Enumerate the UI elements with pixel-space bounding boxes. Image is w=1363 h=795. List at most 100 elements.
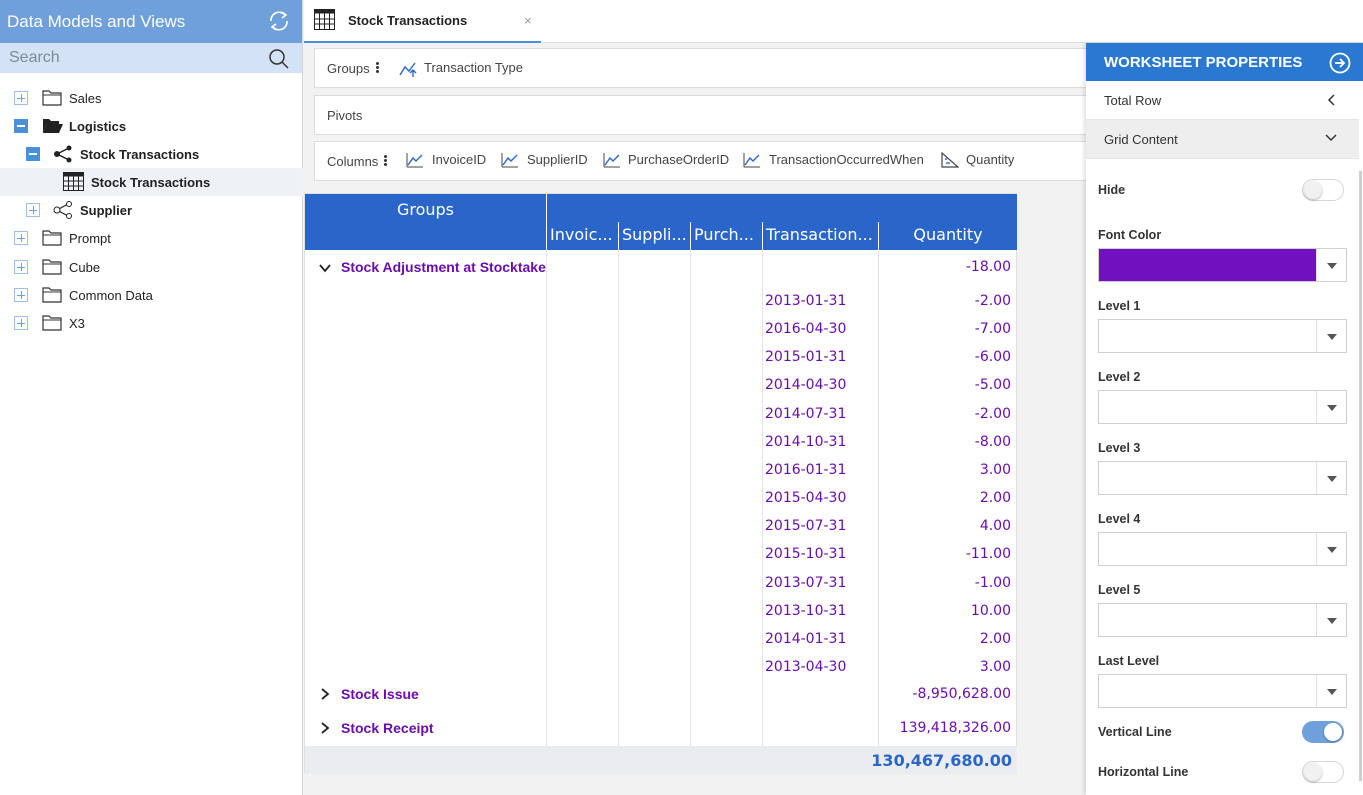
close-icon[interactable]: × bbox=[524, 13, 532, 28]
level-2-label: Level 2 bbox=[1098, 370, 1141, 384]
dropdown-arrow-icon[interactable] bbox=[1316, 604, 1346, 636]
folder-open-icon bbox=[43, 119, 63, 133]
folder-icon bbox=[42, 230, 62, 246]
expand-icon[interactable] bbox=[14, 260, 28, 274]
cell-transaction-date: 2014-04-30 bbox=[765, 377, 847, 393]
more-vertical-icon[interactable] bbox=[384, 155, 388, 167]
cell-quantity: 10.00 bbox=[970, 603, 1011, 619]
column-header-quantity[interactable]: Quantity bbox=[878, 222, 1017, 250]
expand-icon[interactable] bbox=[14, 91, 28, 105]
tree-item-label: Stock Transactions bbox=[80, 146, 200, 162]
level-5-select[interactable] bbox=[1098, 603, 1347, 637]
collapse-icon[interactable] bbox=[14, 119, 28, 133]
section-grid-content[interactable]: Grid Content bbox=[1086, 120, 1359, 159]
tree-item-label: Common Data bbox=[69, 287, 153, 303]
group-row-label[interactable]: Stock Adjustment at Stocktake bbox=[341, 259, 546, 275]
grid-divider bbox=[546, 250, 547, 774]
cell-transaction-date: 2015-01-31 bbox=[765, 349, 847, 365]
font-color-picker[interactable] bbox=[1098, 248, 1347, 282]
search-icon[interactable] bbox=[268, 48, 290, 70]
search-input[interactable]: Search bbox=[0, 43, 302, 73]
color-swatch bbox=[1099, 249, 1317, 281]
cell-quantity: 2.00 bbox=[979, 631, 1011, 647]
column-field-quantity[interactable]: Quantity bbox=[966, 152, 1015, 167]
chevron-down-icon[interactable] bbox=[319, 262, 331, 274]
expand-icon[interactable] bbox=[14, 316, 28, 330]
folder-icon bbox=[42, 315, 62, 331]
tree-item-logistics[interactable]: Logistics bbox=[0, 112, 303, 140]
tree-item-label: Cube bbox=[69, 259, 101, 275]
level-1-label: Level 1 bbox=[1098, 299, 1141, 313]
dropdown-arrow-icon[interactable] bbox=[1316, 675, 1346, 707]
field-dimension-icon bbox=[743, 153, 760, 168]
tree-item-cube[interactable]: Cube bbox=[0, 253, 303, 281]
last-level-label: Last Level bbox=[1098, 654, 1160, 668]
cell-quantity: 3.00 bbox=[979, 462, 1011, 478]
folder-icon bbox=[42, 90, 62, 106]
level-3-select[interactable] bbox=[1098, 461, 1347, 495]
tree-item-stock-transactions-view[interactable]: Stock Transactions bbox=[0, 168, 303, 196]
shelf-label: Groups bbox=[327, 60, 370, 76]
level-1-select[interactable] bbox=[1098, 319, 1347, 353]
hide-toggle[interactable] bbox=[1302, 179, 1344, 201]
tree-item-sales[interactable]: Sales bbox=[0, 84, 303, 112]
column-field-purchaseorderid[interactable]: PurchaseOrderID bbox=[628, 152, 730, 167]
cell-transaction-date: 2013-01-31 bbox=[765, 293, 847, 309]
group-row-label[interactable]: Stock Receipt bbox=[341, 720, 434, 736]
column-field-transactionoccurredwhen[interactable]: TransactionOccurredWhen bbox=[769, 152, 924, 167]
pivots-shelf[interactable]: Pivots bbox=[314, 95, 1114, 135]
tree-item-prompt[interactable]: Prompt bbox=[0, 224, 303, 252]
more-vertical-icon[interactable] bbox=[376, 62, 380, 74]
dropdown-arrow-icon[interactable] bbox=[1316, 533, 1346, 565]
column-header-invoiceid[interactable]: Invoic... bbox=[546, 222, 618, 250]
section-total-row[interactable]: Total Row bbox=[1086, 81, 1359, 120]
level-2-select[interactable] bbox=[1098, 390, 1347, 424]
tab-stock-transactions[interactable]: Stock Transactions × bbox=[304, 0, 541, 43]
chevron-right-icon[interactable] bbox=[319, 688, 331, 700]
expand-icon[interactable] bbox=[26, 203, 40, 217]
column-header-supplierid[interactable]: Suppli... bbox=[618, 222, 690, 250]
chevron-right-icon[interactable] bbox=[319, 722, 331, 734]
dropdown-arrow-icon[interactable] bbox=[1316, 249, 1346, 281]
arrow-right-circle-icon[interactable] bbox=[1329, 52, 1351, 74]
column-field-invoiceid[interactable]: InvoiceID bbox=[432, 152, 487, 167]
grand-total: 130,467,680.00 bbox=[871, 751, 1012, 770]
groups-shelf[interactable]: Groups Transaction Type bbox=[314, 48, 1114, 88]
level-4-select[interactable] bbox=[1098, 532, 1347, 566]
cell-transaction-date: 2014-07-31 bbox=[765, 406, 847, 422]
collapse-icon[interactable] bbox=[26, 147, 40, 161]
cell-transaction-date: 2015-10-31 bbox=[765, 546, 847, 562]
dropdown-arrow-icon[interactable] bbox=[1316, 320, 1346, 352]
groups-header[interactable]: Groups bbox=[396, 200, 455, 219]
search-placeholder: Search bbox=[9, 49, 60, 66]
group-row-label[interactable]: Stock Issue bbox=[341, 686, 419, 702]
cell-transaction-date: 2013-07-31 bbox=[765, 575, 847, 591]
tree-item-common-data[interactable]: Common Data bbox=[0, 281, 303, 309]
refresh-icon[interactable] bbox=[266, 8, 292, 34]
folder-icon bbox=[42, 287, 62, 303]
sidebar-header: Data Models and Views bbox=[0, 0, 302, 43]
column-header-purchaseorderid[interactable]: Purch... bbox=[690, 222, 762, 250]
horizontal-line-toggle[interactable] bbox=[1302, 761, 1344, 783]
cell-quantity: 4.00 bbox=[979, 518, 1011, 534]
last-level-select[interactable] bbox=[1098, 674, 1347, 708]
columns-shelf[interactable]: Columns InvoiceID SupplierID PurchaseOrd… bbox=[314, 141, 1114, 181]
cell-quantity: -5.00 bbox=[974, 377, 1011, 393]
total-row: 130,467,680.00 bbox=[305, 746, 1017, 774]
vertical-line-toggle[interactable] bbox=[1302, 721, 1344, 743]
dropdown-arrow-icon[interactable] bbox=[1316, 391, 1346, 423]
column-header-transactionoccurredwhen[interactable]: Transaction... bbox=[762, 222, 878, 250]
tree-item-supplier[interactable]: Supplier bbox=[0, 196, 303, 224]
expand-icon[interactable] bbox=[14, 288, 28, 302]
font-color-label: Font Color bbox=[1098, 228, 1162, 242]
group-field-transaction-type[interactable]: Transaction Type bbox=[424, 60, 523, 75]
expand-icon[interactable] bbox=[14, 231, 28, 245]
scrollbar[interactable] bbox=[1359, 171, 1362, 781]
tree-item-label: Logistics bbox=[69, 118, 127, 134]
horizontal-line-label: Horizontal Line bbox=[1098, 765, 1189, 779]
field-dimension-icon bbox=[501, 153, 518, 168]
column-field-supplierid[interactable]: SupplierID bbox=[527, 152, 588, 167]
tree-item-x3[interactable]: X3 bbox=[0, 309, 303, 337]
tree-item-stock-transactions-model[interactable]: Stock Transactions bbox=[0, 140, 303, 168]
dropdown-arrow-icon[interactable] bbox=[1316, 462, 1346, 494]
